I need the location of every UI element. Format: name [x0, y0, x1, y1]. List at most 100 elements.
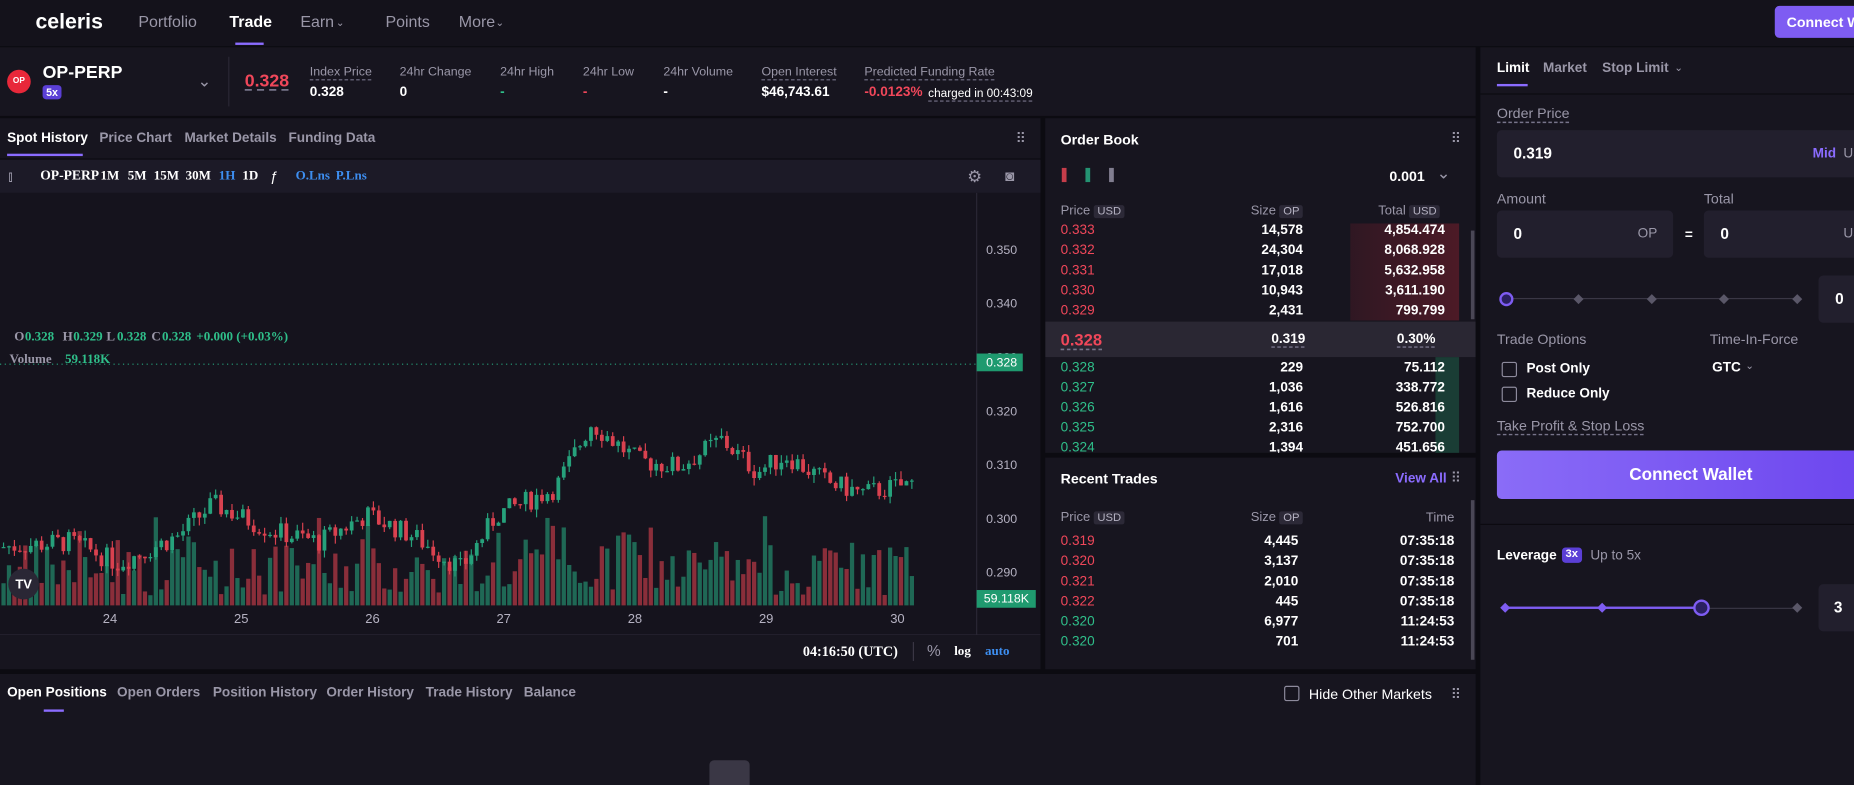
- chart-tab[interactable]: Funding Data: [288, 131, 376, 146]
- nav-item[interactable]: Portfolio: [138, 13, 197, 31]
- volume-bar: [795, 583, 800, 606]
- book-total: 75.112: [1404, 360, 1445, 375]
- volume-bar: [224, 586, 229, 606]
- volume-bar: [762, 516, 768, 606]
- candle-body: [828, 472, 833, 483]
- tick-chevron[interactable]: ⌄: [1436, 163, 1451, 183]
- book-price[interactable]: 0.329: [1060, 303, 1095, 319]
- book-price[interactable]: 0.327: [1060, 380, 1095, 395]
- chart-tab[interactable]: Market Details: [184, 131, 277, 146]
- input-value[interactable]: 0: [1513, 224, 1523, 243]
- x-tick-label: 25: [234, 611, 248, 626]
- book-price[interactable]: 0.328: [1060, 360, 1095, 375]
- volume-bar: [605, 548, 610, 606]
- positions-tab[interactable]: Balance: [523, 685, 576, 700]
- tool-button[interactable]: O.Lns: [295, 169, 330, 184]
- interval-button[interactable]: 5M: [127, 169, 147, 184]
- tif-select[interactable]: GTC: [1712, 360, 1741, 375]
- scale-mode[interactable]: auto: [984, 644, 1010, 659]
- x-tick-label: 29: [759, 611, 773, 626]
- book-price[interactable]: 0.326: [1060, 400, 1095, 416]
- mid-button[interactable]: Mid: [1812, 146, 1837, 161]
- interval-button[interactable]: 15M: [153, 169, 180, 184]
- leverage-value: 3: [1833, 598, 1843, 617]
- trade-price: 0.320: [1060, 634, 1095, 650]
- market-selector-chevron[interactable]: ⌄: [197, 70, 212, 90]
- interval-button[interactable]: 1D: [242, 169, 259, 184]
- connect-wallet-button[interactable]: Connect Wallet: [1774, 5, 1854, 38]
- view-all-link[interactable]: View All: [1395, 471, 1447, 486]
- tpsl-toggle[interactable]: Take Profit & Stop Loss: [1496, 417, 1645, 434]
- candle-body: [240, 509, 245, 518]
- positions-tab[interactable]: Open Orders: [117, 685, 201, 700]
- book-price[interactable]: 0.330: [1060, 283, 1095, 298]
- volume-bar: [142, 591, 148, 606]
- screenshot-icon[interactable]: ◙: [1005, 166, 1015, 185]
- tool-button[interactable]: P.Lns: [335, 169, 367, 184]
- interval-button[interactable]: 30M: [185, 169, 211, 184]
- book-view-toggle[interactable]: [1085, 167, 1097, 183]
- top-nav: celeris Portfolio Trade Earn ⌄ Points More ⌄ Con…: [0, 0, 1854, 47]
- hide-markets-checkbox[interactable]: [1284, 685, 1300, 702]
- option-checkbox[interactable]: [1501, 386, 1518, 403]
- connect-wallet-button[interactable]: Connect Wallet: [1496, 450, 1854, 499]
- candle-body: [99, 555, 104, 567]
- ohlc-key: C: [151, 329, 161, 345]
- book-view-toggle[interactable]: [1061, 167, 1074, 183]
- checkbox-label[interactable]: Post Only: [1526, 361, 1590, 377]
- interval-button[interactable]: 1M: [100, 169, 120, 184]
- candle-body: [322, 529, 327, 551]
- column-label: Price: [1060, 203, 1091, 219]
- nav-item[interactable]: More: [458, 13, 496, 31]
- book-total: 338.772: [1395, 380, 1445, 395]
- positions-tab[interactable]: Trade History: [425, 685, 513, 700]
- total-input[interactable]: 0 USD: [1703, 210, 1854, 258]
- nav-item[interactable]: Earn: [300, 13, 335, 31]
- button-label[interactable]: Connect Wallet: [1786, 14, 1854, 31]
- volume-bar: [387, 589, 392, 606]
- volume-bar: [697, 562, 702, 606]
- chart-symbol[interactable]: OP-PERP: [40, 169, 100, 184]
- candle-body: [659, 463, 664, 472]
- trade-size: 4,445: [1264, 534, 1299, 549]
- nav-item[interactable]: Points: [385, 13, 430, 31]
- book-price[interactable]: 0.331: [1060, 263, 1095, 278]
- positions-tab[interactable]: Order History: [326, 685, 415, 700]
- input-value[interactable]: 0: [1720, 224, 1729, 243]
- book-price[interactable]: 0.333: [1060, 223, 1095, 238]
- chart-tab[interactable]: Spot History: [7, 131, 88, 146]
- chart-type-icon[interactable]: ⫾: [8, 167, 13, 185]
- tick-size[interactable]: 0.001: [1389, 167, 1425, 185]
- order-type-tab[interactable]: Market: [1543, 61, 1587, 76]
- positions-tab[interactable]: Open Positions: [7, 685, 107, 700]
- input-value[interactable]: 0.319: [1513, 144, 1552, 162]
- book-view-toggle[interactable]: [1109, 167, 1121, 183]
- checkbox-label[interactable]: Reduce Only: [1526, 386, 1610, 401]
- order-price-input[interactable]: 0.319 Mid USD: [1496, 130, 1854, 178]
- settings-icon[interactable]: ⚙: [967, 166, 983, 186]
- candle-body: [132, 556, 136, 569]
- book-price[interactable]: 0.332: [1060, 243, 1095, 258]
- positions-tab[interactable]: Position History: [212, 685, 318, 700]
- trade-size: 6,977: [1264, 614, 1299, 630]
- chart-tab[interactable]: Price Chart: [99, 131, 172, 146]
- scale-mode[interactable]: log: [954, 644, 971, 659]
- order-type-tab[interactable]: Limit: [1496, 61, 1530, 76]
- interval-button[interactable]: 1H: [218, 169, 236, 184]
- book-price[interactable]: 0.324: [1060, 441, 1095, 453]
- volume-bar: [686, 550, 691, 606]
- amount-input[interactable]: 0 OP: [1496, 210, 1674, 258]
- trade-time: 11:24:53: [1400, 614, 1455, 630]
- scale-mode[interactable]: %: [927, 642, 941, 660]
- market-symbol[interactable]: OP-PERP: [42, 62, 123, 83]
- candle-body: [300, 530, 305, 534]
- option-checkbox[interactable]: [1501, 361, 1518, 378]
- column-unit: OP: [1279, 205, 1304, 219]
- nav-item[interactable]: Trade: [229, 13, 272, 31]
- indicator-icon[interactable]: ƒ: [269, 167, 278, 185]
- candle-body: [404, 520, 408, 541]
- order-type-tab[interactable]: Stop Limit: [1602, 61, 1669, 76]
- checkbox-label[interactable]: Hide Other Markets: [1308, 685, 1432, 703]
- button-label[interactable]: Connect Wallet: [1629, 465, 1753, 485]
- book-price[interactable]: 0.325: [1060, 420, 1095, 436]
